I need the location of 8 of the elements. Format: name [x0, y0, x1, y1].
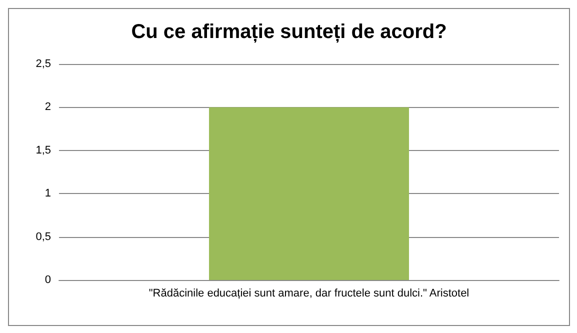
chart-title: Cu ce afirmație sunteți de acord? [131, 21, 447, 43]
y-tick-label: 2 [44, 101, 51, 114]
x-tick-label: "Rădăcinile educației sunt amare, dar fructele sunt dulci." Aristotel [148, 288, 470, 300]
y-tick-label: 2,5 [36, 58, 51, 70]
y-tick-label: 0 [44, 274, 51, 286]
y-tick-label: 1,5 [36, 144, 51, 156]
y-tick-label: 0,5 [36, 230, 51, 243]
y-tick-label: 1 [44, 188, 51, 200]
